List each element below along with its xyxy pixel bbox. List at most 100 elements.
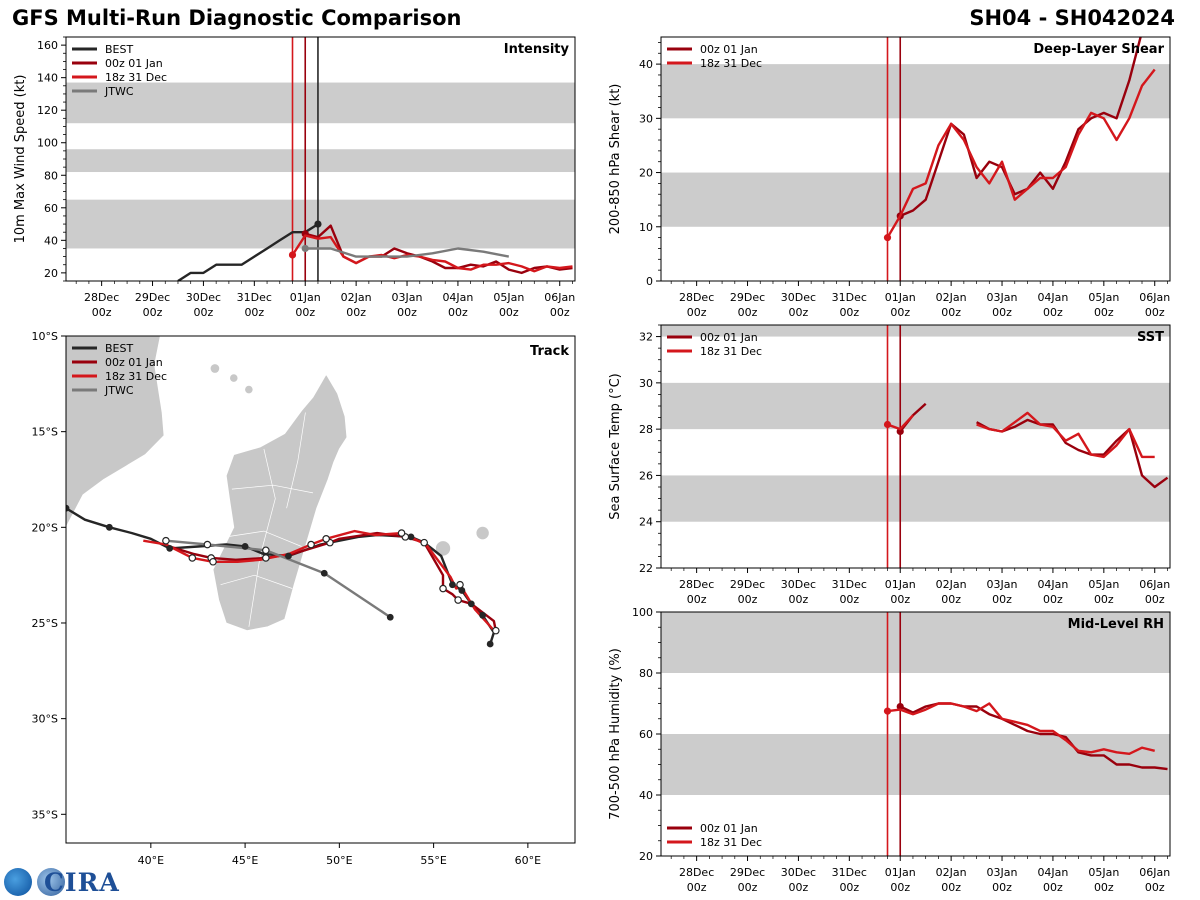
track-point-open-jtwc [262,546,270,555]
y-tick-label: 100 [632,606,653,619]
series-start-point-run00z [896,702,904,711]
lon-tick-label: 50°E [326,854,352,867]
x-tick-date: 28Dec [679,578,714,591]
series-group [883,402,1169,489]
series-end-point-best [314,220,322,228]
series-line-run00z-1 [976,418,1169,489]
track-point-open-run00z [492,626,500,635]
province-border-2 [220,574,293,589]
x-tick-date: 30Dec [781,291,816,304]
lon-tick-label: 40°E [138,854,164,867]
y-tick-label: 140 [37,72,58,85]
x-tick-date: 06Jan [1139,866,1170,879]
x-tick-hour: 00z [1094,306,1114,319]
x-tick-date: 28Dec [84,291,119,304]
province-border-3 [248,448,276,627]
legend-label-best: BEST [105,342,133,355]
x-tick-date: 29Dec [135,291,170,304]
x-tick-hour: 00z [1094,593,1114,606]
panel-title: Mid-Level RH [1068,617,1164,632]
series-group [177,220,573,281]
x-tick-hour: 00z [839,306,859,319]
series-line-run18z-1 [887,702,1155,755]
track-point-jtwc [320,569,328,577]
lon-tick-label: 55°E [420,854,446,867]
track-point-best [166,544,174,552]
x-tick-hour: 00z [499,306,519,319]
x-tick-hour: 00z [839,593,859,606]
lat-tick-label: 25°S [32,617,58,630]
x-tick-date: 05Jan [1088,291,1119,304]
panel-title: Deep-Layer Shear [1033,42,1164,57]
panel-sst: 22 24 26 28 30 32 28Dec 00z 29Dec 00z 30Dec 00z 31De… [608,324,1171,606]
cira-logo: CIRA [4,866,119,898]
panel-title: Track [530,344,569,359]
legend-label-run18z: 18z 31 Dec [105,370,167,383]
cira-globe-icon [37,868,65,896]
panel-title: Intensity [504,42,570,57]
axes-frame [65,335,576,844]
x-tick-date: 01Jan [885,578,916,591]
x-tick-hour: 00z [143,306,163,319]
track-point-best [66,504,70,512]
axes-frame [660,36,1171,282]
x-tick-hour: 00z [92,306,112,319]
island-0 [435,541,451,556]
y-tick-label: 60 [44,202,58,215]
track-point-best [467,600,475,608]
track-point-best [407,533,415,541]
track-point-open-jtwc [162,536,170,545]
track-point-jtwc [386,613,394,621]
y-axis-label: 10m Max Wind Speed (kt) [13,75,28,244]
y-tick-label: 120 [37,104,58,117]
y-tick-label: 40 [639,58,653,71]
y-tick-label: 30 [639,377,653,390]
series-start-point-jtwc [301,244,309,253]
x-tick-hour: 00z [1145,306,1165,319]
y-tick-label: 80 [44,169,58,182]
page-title: GFS Multi-Run Diagnostic Comparison [12,6,462,30]
x-tick-date: 04Jan [442,291,473,304]
y-tick-label: 10 [639,221,653,234]
x-tick-date: 02Jan [936,291,967,304]
shade-band-1 [66,149,575,173]
y-axis-label: 200-850 hPa Shear (kt) [608,84,623,235]
track-point-best [241,543,249,550]
track-point-best [486,640,494,648]
land-madagascar [212,373,348,632]
legend-label-run00z: 00z 01 Jan [105,356,163,369]
x-tick-hour: 00z [992,881,1012,894]
series-line-best-0 [177,223,319,281]
series-line-run18z-1 [886,68,1156,239]
legend-label-best: BEST [105,43,133,56]
x-tick-hour: 00z [839,881,859,894]
track-point-best [285,552,292,560]
y-tick-label: 40 [44,234,58,247]
shade-band-0 [661,475,1170,522]
shade-band-1 [661,382,1170,430]
lat-tick-label: 35°S [32,808,58,821]
legend-label-run00z: 00z 01 Jan [105,57,163,70]
y-tick-label: 20 [44,267,58,280]
legend-label-jtwc: JTWC [104,384,134,397]
y-tick-label: 22 [639,562,653,575]
x-tick-date: 03Jan [987,578,1018,591]
x-tick-hour: 00z [890,593,910,606]
storm-id: SH04 - SH042024 [969,6,1175,30]
track-point-open-run00z [439,584,447,593]
y-axis-label: 700-500 hPa Humidity (%) [608,648,623,820]
province-border-1 [226,530,302,547]
y-tick-label: 20 [639,167,653,180]
x-tick-date: 01Jan [885,866,916,879]
x-tick-date: 06Jan [544,291,575,304]
y-axis-label: Sea Surface Temp (°C) [608,373,623,520]
x-tick-date: 31Dec [237,291,272,304]
legend-label-run18z: 18z 31 Dec [105,71,167,84]
track-point-best [479,611,487,619]
x-tick-date: 05Jan [1088,866,1119,879]
province-border-4 [286,412,306,509]
x-tick-hour: 00z [941,881,961,894]
x-tick-hour: 00z [1145,881,1165,894]
noaa-globe-icon [4,868,32,896]
x-tick-hour: 00z [687,306,707,319]
